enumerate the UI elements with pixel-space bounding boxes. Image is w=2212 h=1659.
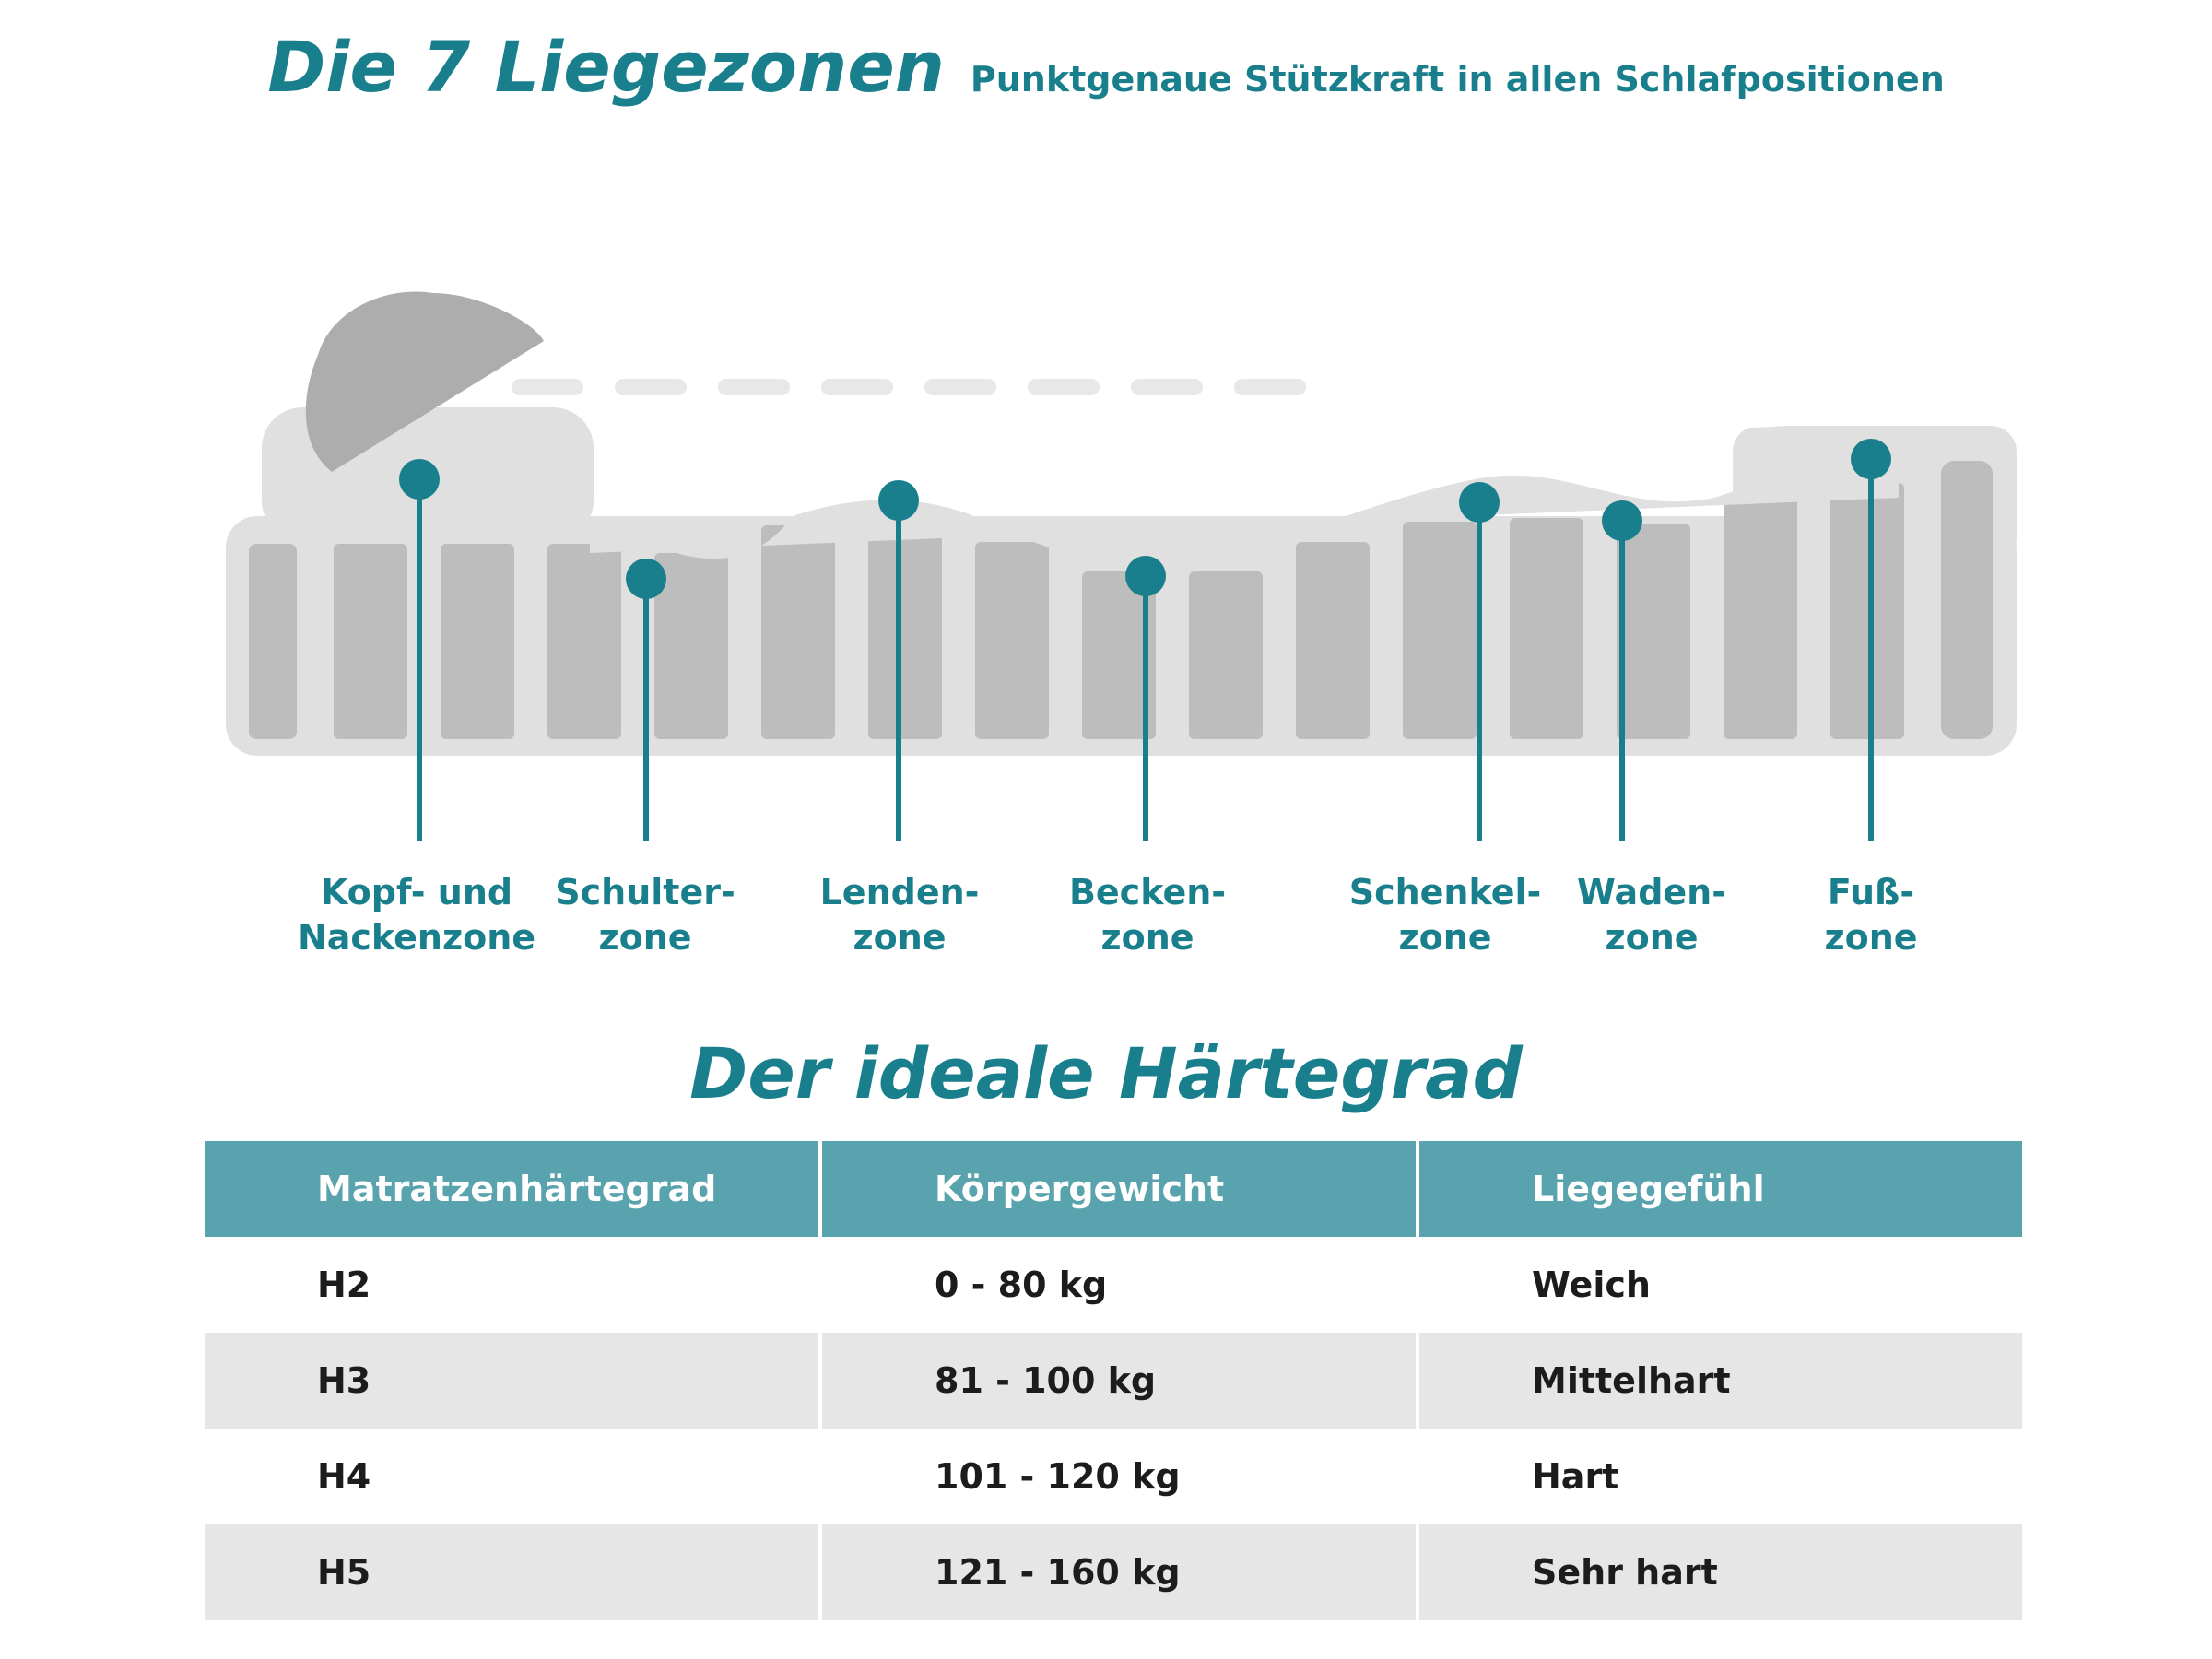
zone-marker-head (399, 459, 440, 841)
zone-marker-pelvis (1125, 556, 1166, 841)
header-feel: Liegegefühl (1419, 1141, 2022, 1237)
cell-body-weight: 121 - 160 kg (822, 1524, 1419, 1620)
zone-label-calf: Waden- zone (1504, 870, 1799, 960)
table-row: H2 0 - 80 kg Weich (205, 1237, 2022, 1333)
hardness-title: Der ideale Härtegrad (689, 1032, 1523, 1114)
cell-body-weight: 101 - 120 kg (822, 1429, 1419, 1524)
cell-feel: Mittelhart (1419, 1333, 2022, 1429)
leg-gap (1484, 400, 1825, 429)
cell-body-weight: 81 - 100 kg (822, 1333, 1419, 1429)
cell-hardness: H4 (205, 1429, 822, 1524)
zone-label-thigh: Schenkel- zone (1298, 870, 1593, 960)
zone-label-line: Kopf- und (320, 872, 513, 912)
zone-label-line: Lenden- (819, 872, 980, 912)
mattress-springs (249, 461, 1993, 739)
table-header-row: Matratzenhärtegrad Körpergewicht Liegege… (205, 1141, 2022, 1237)
cell-hardness: H2 (205, 1237, 822, 1333)
body-silhouette (305, 291, 544, 472)
zone-label-line: zone (1100, 917, 1194, 958)
zone-label-pelvis: Becken- zone (1000, 870, 1295, 960)
zone-label-line: zone (598, 917, 692, 958)
zone-marker-foot (1851, 439, 1891, 841)
zone-label-line: zone (1605, 917, 1699, 958)
zone-marker-lumbar (878, 480, 919, 841)
zone-label-line: zone (853, 917, 947, 958)
cell-feel: Weich (1419, 1237, 2022, 1333)
table-row: H3 81 - 100 kg Mittelhart (205, 1333, 2022, 1429)
header: Die 7 Liegezonen Punktgenaue Stützkraft … (0, 26, 2212, 108)
zone-marker-shoulder (626, 559, 666, 841)
header-body-weight: Körpergewicht (822, 1141, 1419, 1237)
header-hardness: Matratzenhärtegrad (205, 1141, 822, 1237)
zone-label-foot: Fuß- zone (1724, 870, 2018, 960)
cell-body-weight: 0 - 80 kg (822, 1237, 1419, 1333)
table-row: H4 101 - 120 kg Hart (205, 1429, 2022, 1524)
cell-feel: Hart (1419, 1429, 2022, 1524)
page-title: Die 7 Liegezonen (267, 26, 945, 108)
hardness-table: Matratzenhärtegrad Körpergewicht Liegege… (205, 1141, 2022, 1620)
zone-label-line: Schenkel- (1348, 872, 1542, 912)
zone-label-line: Nackenzone (297, 917, 536, 958)
cell-feel: Sehr hart (1419, 1524, 2022, 1620)
cell-hardness: H3 (205, 1333, 822, 1429)
zone-label-line: Schulter- (555, 872, 735, 912)
zone-label-line: Fuß- (1827, 872, 1915, 912)
zone-marker-thigh (1459, 482, 1500, 841)
zone-label-head: Kopf- und Nackenzone (269, 870, 564, 960)
zone-marker-calf (1602, 500, 1642, 841)
zone-label-shoulder: Schulter- zone (498, 870, 793, 960)
zone-label-lumbar: Lenden- zone (752, 870, 1047, 960)
comfort-layer (590, 456, 1899, 562)
zone-label-line: zone (1824, 917, 1918, 958)
table-row: H5 121 - 160 kg Sehr hart (205, 1524, 2022, 1620)
zone-label-line: zone (1398, 917, 1492, 958)
zone-label-line: Becken- (1068, 872, 1227, 912)
cell-hardness: H5 (205, 1524, 822, 1620)
page-subtitle: Punktgenaue Stützkraft in allen Schlafpo… (970, 59, 1945, 100)
zone-label-line: Waden- (1576, 872, 1726, 912)
